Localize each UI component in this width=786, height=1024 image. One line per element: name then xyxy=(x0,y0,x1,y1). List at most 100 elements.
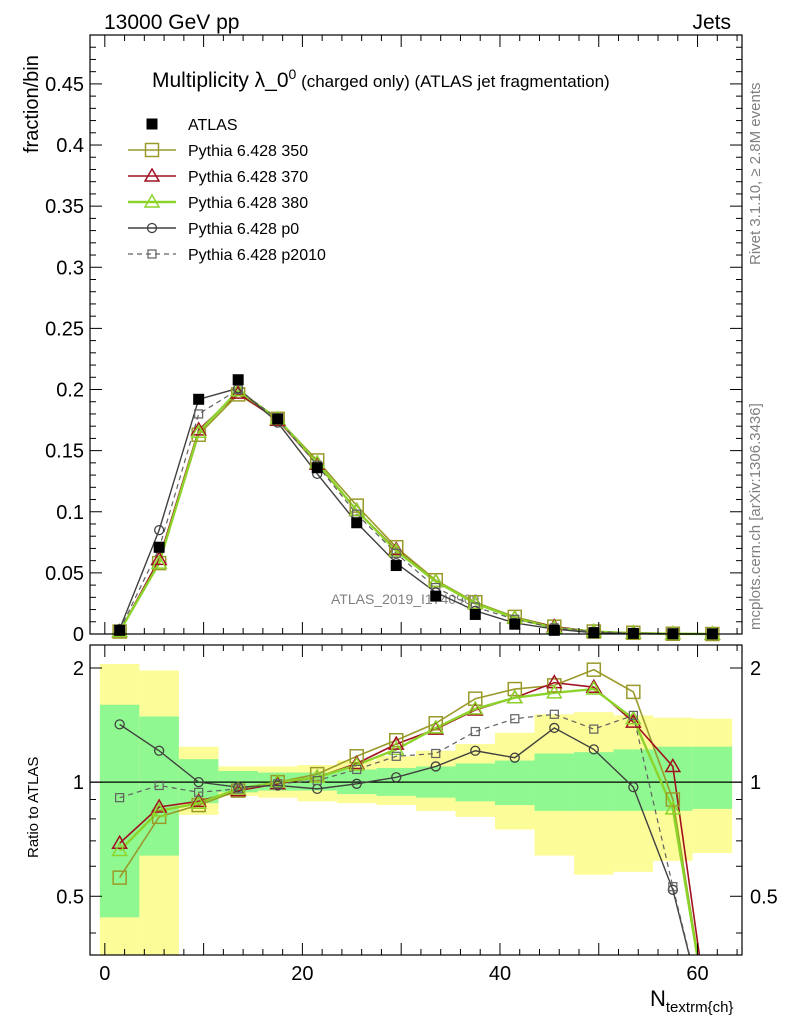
upper-point-atlas xyxy=(469,608,481,620)
lower-y-axis-label: Ratio to ATLAS xyxy=(25,757,42,858)
upper-point-pythia-6-428-p0 xyxy=(154,524,165,536)
upper-point-atlas xyxy=(114,624,126,636)
ratio-point-pythia-6-428-p2010 xyxy=(194,787,204,797)
ratio-point-pythia-6-428-380 xyxy=(585,680,603,695)
upper-point-pythia-6-428-370 xyxy=(150,550,168,566)
ratio-point-pythia-6-428-p0 xyxy=(351,778,362,789)
ratio-point-pythia-6-428-p0 xyxy=(430,761,441,772)
legend: ATLAS Pythia 6.428 350 Pythia 6.428 370 Pyt… xyxy=(128,117,326,264)
green-band xyxy=(613,749,654,811)
ratio-point-pythia-6-428-350 xyxy=(507,681,523,697)
upper-point-pythia-6-428-p2010 xyxy=(391,548,401,558)
legend-marker-pythia-6-428-370 xyxy=(143,167,161,182)
ratio-point-pythia-6-428-350 xyxy=(626,684,641,700)
ratio-point-pythia-6-428-350 xyxy=(468,691,483,706)
title-rest: (charged only) (ATLAS jet fragmentation) xyxy=(296,72,609,91)
ratio-point-pythia-6-428-350 xyxy=(586,662,602,677)
legend-label-atlas: ATLAS xyxy=(188,117,238,134)
green-band xyxy=(692,746,733,809)
legend-label-pythia-6-428-p2010: Pythia 6.428 p2010 xyxy=(188,247,326,264)
ratio-point-pythia-6-428-350 xyxy=(112,870,127,885)
lower-markers xyxy=(111,662,682,895)
ratio-point-pythia-6-428-380 xyxy=(427,719,445,734)
y-tick-label: 0.45 xyxy=(45,74,84,96)
ratio-point-pythia-6-428-370 xyxy=(585,678,603,693)
ratio-point-pythia-6-428-p2010 xyxy=(628,710,638,720)
ratio-y-tick-label-right: 1 xyxy=(750,772,761,794)
x-tick-label: 60 xyxy=(686,963,708,985)
green-band xyxy=(139,716,179,856)
ratio-point-pythia-6-428-p2010 xyxy=(391,751,401,761)
upper-point-pythia-6-428-380 xyxy=(466,594,484,610)
y-tick-label: 0.05 xyxy=(45,563,84,585)
ratio-point-pythia-6-428-370 xyxy=(190,792,207,808)
lower-series-lines xyxy=(118,668,701,955)
upper-panel: 0 0.05 0.1 0.15 0.2 0.25 0.3 0.35 0.4 0.45 xyxy=(45,34,743,646)
upper-point-atlas xyxy=(153,541,165,553)
upper-point-pythia-6-428-350 xyxy=(388,539,404,555)
uncertainty-bands xyxy=(99,663,733,955)
lower-panel: 0.5 0.51 12 20 20 40 60 xyxy=(56,644,778,985)
ratio-point-pythia-6-428-p0 xyxy=(391,772,402,783)
upper-point-pythia-6-428-p2010 xyxy=(194,409,204,419)
lower-frame xyxy=(89,644,743,956)
ratio-point-pythia-6-428-p2010 xyxy=(233,784,243,794)
ratio-point-pythia-6-428-p0 xyxy=(628,782,639,793)
ratio-point-pythia-6-428-350 xyxy=(665,792,681,807)
x-axis-label-sub: textrm{ch} xyxy=(666,999,734,1016)
ratio-point-pythia-6-428-p2010 xyxy=(549,709,559,719)
legend-label-pythia-6-428-p0: Pythia 6.428 p0 xyxy=(188,221,299,238)
y-tick-label: 0 xyxy=(73,624,84,646)
ratio-point-pythia-6-428-370 xyxy=(387,735,405,750)
y-tick-label: 0.4 xyxy=(56,135,84,157)
ratio-point-pythia-6-428-370 xyxy=(545,674,563,689)
legend-marker-pythia-6-428-p0 xyxy=(146,222,158,234)
ratio-point-pythia-6-428-350 xyxy=(428,715,444,731)
upper-point-pythia-6-428-380 xyxy=(190,423,207,439)
legend-marker-atlas xyxy=(146,118,158,130)
x-axis-label-main: N xyxy=(650,986,666,1011)
ratio-point-pythia-6-428-350 xyxy=(349,749,364,764)
upper-point-pythia-6-428-p2010 xyxy=(233,384,243,395)
ratio-line-pythia-6-428-350 xyxy=(118,668,699,955)
ratio-point-pythia-6-428-380 xyxy=(387,740,405,756)
header-left: 13000 GeV pp xyxy=(104,11,239,34)
upper-point-atlas xyxy=(351,517,363,529)
ratio-point-pythia-6-428-p0 xyxy=(154,745,165,756)
y-tick-label: 0.2 xyxy=(56,380,84,402)
x-tick-label: 0 xyxy=(99,963,110,985)
upper-point-atlas xyxy=(509,618,521,630)
upper-point-atlas xyxy=(193,393,205,405)
upper-point-pythia-6-428-380 xyxy=(348,502,366,517)
upper-point-pythia-6-428-380 xyxy=(427,572,445,588)
ratio-point-pythia-6-428-380 xyxy=(545,684,563,699)
ratio-point-pythia-6-428-p2010 xyxy=(668,882,678,892)
x-tick-label: 40 xyxy=(489,963,511,985)
y-tick-label: 0.15 xyxy=(45,441,84,463)
green-band xyxy=(99,704,140,918)
ratio-point-pythia-6-428-380 xyxy=(664,800,682,815)
legend-label-pythia-6-428-380: Pythia 6.428 380 xyxy=(188,195,308,212)
upper-line-pythia-6-428-p0 xyxy=(118,387,713,635)
upper-point-pythia-6-428-370 xyxy=(190,421,207,436)
ratio-point-pythia-6-428-380 xyxy=(348,756,366,771)
upper-y-axis-label: fraction/bin xyxy=(21,55,43,153)
legend-marker-pythia-6-428-380 xyxy=(143,193,161,208)
lower-ticks: 0.5 0.51 12 20 20 40 60 xyxy=(56,645,778,985)
upper-line-pythia-6-428-p2010 xyxy=(119,388,713,635)
upper-point-pythia-6-428-380 xyxy=(150,554,168,569)
ratio-point-pythia-6-428-p2010 xyxy=(312,775,322,786)
ratio-line-pythia-6-428-p0 xyxy=(119,723,690,955)
y-tick-label: 0.25 xyxy=(45,318,84,340)
upper-point-atlas xyxy=(390,560,402,572)
ratio-point-pythia-6-428-380 xyxy=(111,842,128,857)
ratio-point-pythia-6-428-p0 xyxy=(588,744,599,755)
upper-point-atlas xyxy=(548,624,560,636)
x-tick-label: 20 xyxy=(291,963,313,985)
upper-point-atlas xyxy=(627,627,639,639)
ratio-point-pythia-6-428-p2010 xyxy=(352,764,362,775)
upper-line-pythia-6-428-380 xyxy=(118,389,713,636)
upper-series-lines xyxy=(118,387,713,636)
ratio-point-pythia-6-428-380 xyxy=(190,794,207,809)
